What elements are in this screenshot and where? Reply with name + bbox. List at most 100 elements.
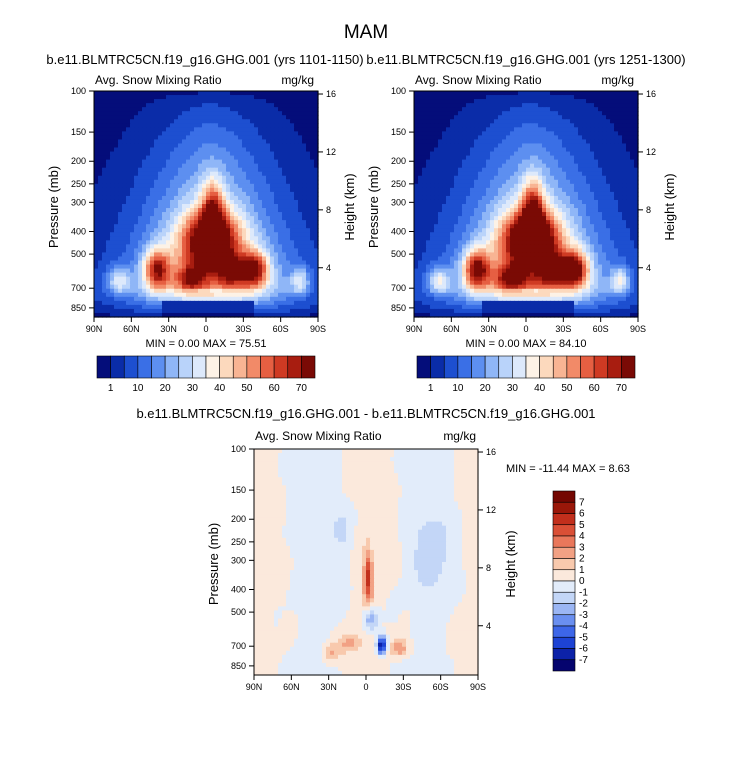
field-cell xyxy=(146,204,151,209)
panel-1-axes: 90N 60N 30N 0 30S 60S 90S100150200250300400500… xyxy=(71,86,336,334)
field-cell xyxy=(146,244,151,249)
field-cell xyxy=(610,119,615,124)
field-cell xyxy=(150,292,155,298)
field-cell xyxy=(282,236,287,241)
field-cell xyxy=(602,155,607,161)
field-cell xyxy=(266,91,271,96)
field-cell xyxy=(170,179,175,185)
field-cell xyxy=(430,139,435,145)
field-cell xyxy=(166,312,171,318)
field-cell xyxy=(198,296,203,302)
field-cell xyxy=(234,308,239,314)
field-cell xyxy=(626,119,631,124)
field-cell xyxy=(154,300,159,306)
field-cell xyxy=(266,171,271,177)
field-cell xyxy=(466,216,471,221)
field-cell xyxy=(122,300,127,306)
field-cell xyxy=(554,208,559,213)
field-cell xyxy=(294,288,299,294)
field-cell xyxy=(442,143,447,149)
field-cell xyxy=(438,91,443,96)
field-cell xyxy=(158,115,163,120)
field-cell xyxy=(134,248,139,254)
field-cell xyxy=(146,119,151,124)
field-cell xyxy=(202,99,207,104)
field-cell xyxy=(222,312,227,318)
field-cell xyxy=(422,147,427,153)
field-cell xyxy=(470,199,475,205)
field-cell xyxy=(250,304,255,310)
field-cell xyxy=(550,208,555,213)
field-cell xyxy=(546,111,551,116)
field-cell xyxy=(114,212,119,217)
field-cell xyxy=(150,256,155,262)
field-cell xyxy=(226,103,231,108)
field-cell xyxy=(178,272,183,278)
field-cell xyxy=(434,115,439,120)
field-cell xyxy=(290,199,295,205)
field-cell xyxy=(510,115,515,120)
field-cell xyxy=(122,143,127,149)
field-cell xyxy=(298,195,303,201)
field-cell xyxy=(286,131,291,136)
field-cell xyxy=(314,232,319,237)
field-cell xyxy=(102,308,107,314)
field-cell xyxy=(306,135,311,141)
field-cell xyxy=(266,244,271,249)
field-cell xyxy=(294,103,299,108)
field-cell xyxy=(302,228,307,233)
field-cell xyxy=(162,276,167,282)
field-cell xyxy=(262,288,267,294)
field-cell xyxy=(154,111,159,116)
field-cell xyxy=(138,191,143,197)
field-cell xyxy=(230,236,235,241)
field-cell xyxy=(614,135,619,141)
field-cell xyxy=(190,103,195,108)
field-cell xyxy=(130,99,135,104)
field-cell xyxy=(554,115,559,120)
field-cell xyxy=(178,135,183,141)
field-cell xyxy=(578,155,583,161)
field-cell xyxy=(590,216,595,221)
field-cell xyxy=(114,228,119,233)
field-cell xyxy=(502,147,507,153)
field-cell xyxy=(286,107,291,112)
field-cell xyxy=(134,244,139,249)
field-cell xyxy=(170,99,175,104)
field-cell xyxy=(542,107,547,112)
field-cell xyxy=(114,163,119,169)
field-cell xyxy=(498,111,503,116)
field-cell xyxy=(542,167,547,173)
field-cell xyxy=(258,224,263,229)
field-cell xyxy=(234,260,239,266)
field-cell xyxy=(522,107,527,112)
field-cell xyxy=(634,99,639,104)
field-cell xyxy=(414,199,419,205)
field-cell xyxy=(162,284,167,290)
field-cell xyxy=(162,252,167,258)
field-cell xyxy=(198,240,203,245)
field-cell xyxy=(114,171,119,177)
field-cell xyxy=(178,95,183,100)
field-cell xyxy=(250,204,255,209)
field-cell xyxy=(498,91,503,96)
field-cell xyxy=(190,204,195,209)
field-cell xyxy=(262,183,267,189)
field-cell xyxy=(298,276,303,282)
field-cell xyxy=(290,123,295,128)
field-cell xyxy=(130,171,135,177)
field-cell xyxy=(518,99,523,104)
field-cell xyxy=(274,123,279,128)
field-cell xyxy=(590,191,595,197)
field-cell xyxy=(474,115,479,120)
field-cell xyxy=(146,312,151,318)
field-cell xyxy=(130,268,135,274)
field-cell xyxy=(430,208,435,213)
field-cell xyxy=(122,171,127,177)
field-cell xyxy=(538,139,543,145)
field-cell xyxy=(630,131,635,136)
field-cell xyxy=(606,95,611,100)
field-cell xyxy=(238,139,243,145)
field-cell xyxy=(186,224,191,229)
field-cell xyxy=(498,175,503,181)
